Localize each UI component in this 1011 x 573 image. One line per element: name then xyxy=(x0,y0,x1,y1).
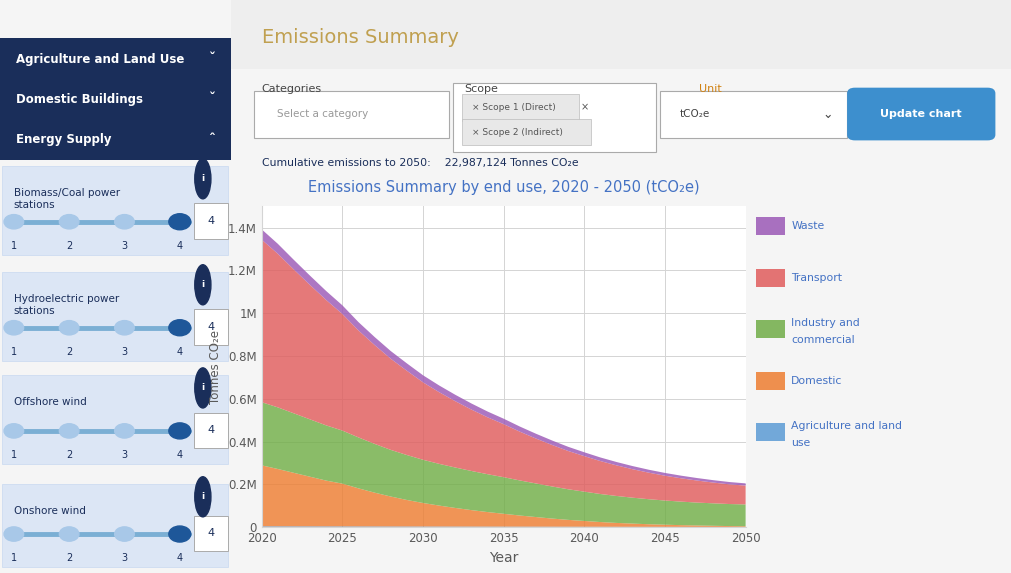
Ellipse shape xyxy=(4,527,23,541)
Text: Biomass/Coal power
stations: Biomass/Coal power stations xyxy=(14,188,120,210)
Text: 4: 4 xyxy=(207,425,214,435)
FancyBboxPatch shape xyxy=(2,272,228,361)
Text: × Scope 1 (Direct): × Scope 1 (Direct) xyxy=(472,103,556,112)
Ellipse shape xyxy=(4,321,23,335)
FancyBboxPatch shape xyxy=(453,83,656,152)
Text: ˇ: ˇ xyxy=(208,92,215,107)
Text: Select a category: Select a category xyxy=(277,109,369,119)
FancyBboxPatch shape xyxy=(194,413,228,448)
Text: Domestic Buildings: Domestic Buildings xyxy=(16,93,144,106)
FancyBboxPatch shape xyxy=(756,372,785,390)
FancyBboxPatch shape xyxy=(756,423,785,441)
Ellipse shape xyxy=(169,214,191,230)
Text: i: i xyxy=(201,383,204,393)
Text: 3: 3 xyxy=(121,553,127,563)
Text: Domestic: Domestic xyxy=(792,376,843,386)
Text: 1: 1 xyxy=(11,553,17,563)
Text: 3: 3 xyxy=(121,241,127,250)
Text: 3: 3 xyxy=(121,450,127,460)
Text: i: i xyxy=(201,492,204,501)
FancyBboxPatch shape xyxy=(231,0,1011,69)
FancyBboxPatch shape xyxy=(194,203,228,239)
Text: 2: 2 xyxy=(66,241,72,250)
Text: 4: 4 xyxy=(177,450,183,460)
Ellipse shape xyxy=(169,526,191,542)
Ellipse shape xyxy=(169,423,191,439)
FancyBboxPatch shape xyxy=(462,119,591,145)
Text: Cumulative emissions to 2050:    22,987,124 Tonnes CO₂e: Cumulative emissions to 2050: 22,987,124… xyxy=(262,158,578,168)
Text: 4: 4 xyxy=(207,216,214,226)
Ellipse shape xyxy=(169,320,191,336)
FancyBboxPatch shape xyxy=(0,38,231,80)
X-axis label: Year: Year xyxy=(489,551,519,564)
Y-axis label: Tonnes CO₂e: Tonnes CO₂e xyxy=(209,329,222,404)
Ellipse shape xyxy=(4,424,23,438)
Circle shape xyxy=(195,368,211,408)
Text: 4: 4 xyxy=(177,241,183,250)
Ellipse shape xyxy=(60,424,79,438)
Ellipse shape xyxy=(60,321,79,335)
Text: 4: 4 xyxy=(207,528,214,539)
Text: Agriculture and land: Agriculture and land xyxy=(792,421,903,431)
FancyBboxPatch shape xyxy=(756,320,785,338)
Text: 4: 4 xyxy=(177,347,183,356)
Text: 2: 2 xyxy=(66,347,72,356)
Text: Agriculture and Land Use: Agriculture and Land Use xyxy=(16,53,185,66)
Circle shape xyxy=(195,159,211,199)
Text: Waste: Waste xyxy=(792,221,825,231)
FancyBboxPatch shape xyxy=(2,375,228,464)
FancyBboxPatch shape xyxy=(756,217,785,235)
Text: i: i xyxy=(201,280,204,289)
Circle shape xyxy=(195,477,211,517)
Ellipse shape xyxy=(4,214,23,229)
Text: Unit: Unit xyxy=(699,84,722,94)
Text: ×: × xyxy=(580,103,588,113)
Text: i: i xyxy=(201,174,204,183)
Ellipse shape xyxy=(114,321,134,335)
FancyBboxPatch shape xyxy=(0,119,231,160)
FancyBboxPatch shape xyxy=(847,88,996,140)
Text: Energy Supply: Energy Supply xyxy=(16,133,111,146)
Text: Offshore wind: Offshore wind xyxy=(14,397,87,407)
Text: 1: 1 xyxy=(11,450,17,460)
Ellipse shape xyxy=(60,214,79,229)
FancyBboxPatch shape xyxy=(660,91,847,138)
Text: Industry and: Industry and xyxy=(792,318,860,328)
Text: 4: 4 xyxy=(177,553,183,563)
Ellipse shape xyxy=(114,424,134,438)
FancyBboxPatch shape xyxy=(756,269,785,286)
Text: 2: 2 xyxy=(66,450,72,460)
FancyBboxPatch shape xyxy=(462,94,579,121)
Text: use: use xyxy=(792,438,811,448)
Text: commercial: commercial xyxy=(792,335,855,344)
FancyBboxPatch shape xyxy=(194,516,228,551)
Text: 2: 2 xyxy=(66,553,72,563)
Text: × Scope 2 (Indirect): × Scope 2 (Indirect) xyxy=(472,128,563,137)
Title: Emissions Summary by end use, 2020 - 2050 (tCO₂e): Emissions Summary by end use, 2020 - 205… xyxy=(308,180,700,195)
FancyBboxPatch shape xyxy=(254,91,449,138)
Text: Transport: Transport xyxy=(792,273,842,282)
Text: Hydroelectric power
stations: Hydroelectric power stations xyxy=(14,294,119,316)
FancyBboxPatch shape xyxy=(2,484,228,567)
FancyBboxPatch shape xyxy=(2,166,228,255)
Ellipse shape xyxy=(114,214,134,229)
Text: Categories: Categories xyxy=(262,84,321,94)
FancyBboxPatch shape xyxy=(0,79,231,120)
Circle shape xyxy=(195,265,211,305)
Text: 1: 1 xyxy=(11,241,17,250)
Ellipse shape xyxy=(114,527,134,541)
Text: ˇ: ˇ xyxy=(208,52,215,66)
Text: 4: 4 xyxy=(207,322,214,332)
Text: Scope: Scope xyxy=(465,84,498,94)
Text: ˆ: ˆ xyxy=(208,132,215,147)
Text: ⌄: ⌄ xyxy=(822,108,833,120)
Text: Update chart: Update chart xyxy=(881,109,962,119)
Text: tCO₂e: tCO₂e xyxy=(679,109,710,119)
Text: 1: 1 xyxy=(11,347,17,356)
Text: Onshore wind: Onshore wind xyxy=(14,506,86,516)
Text: 3: 3 xyxy=(121,347,127,356)
Ellipse shape xyxy=(60,527,79,541)
FancyBboxPatch shape xyxy=(194,309,228,345)
Text: Emissions Summary: Emissions Summary xyxy=(262,28,459,47)
